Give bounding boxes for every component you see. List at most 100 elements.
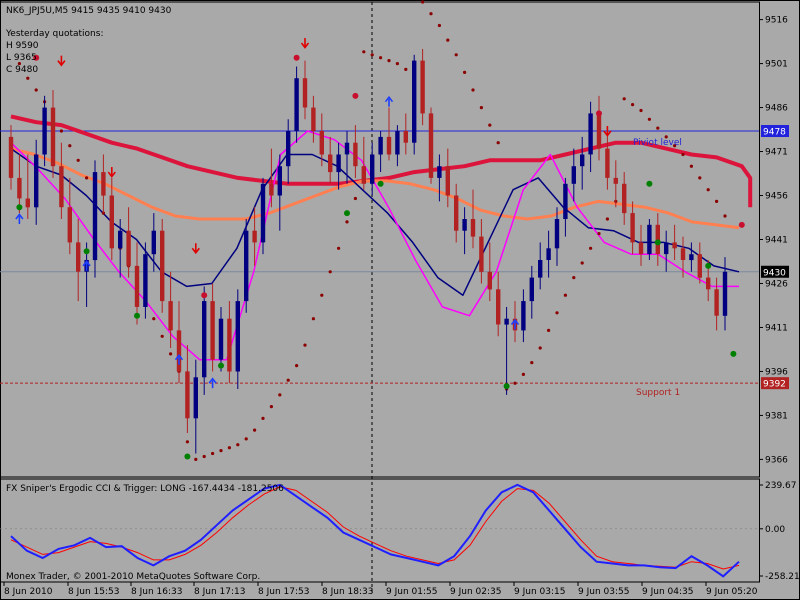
psar-dot — [34, 88, 38, 92]
x-tick-label: 9 Jun 03:15 — [514, 587, 565, 597]
candle-body — [235, 301, 240, 372]
psar-dot — [572, 276, 576, 280]
candle-body — [151, 230, 156, 255]
arrow-down-icon — [57, 55, 66, 67]
x-tick-label: 9 Jun 05:20 — [706, 587, 758, 597]
psar-dot — [194, 457, 198, 461]
candle-body — [311, 107, 316, 132]
candle-body — [697, 254, 702, 278]
x-tick-label: 9 Jun 04:35 — [642, 587, 693, 597]
candle-body — [92, 172, 98, 261]
candle-body — [571, 166, 576, 184]
candle-body — [8, 136, 14, 178]
signal-dot — [344, 210, 350, 217]
signal-dot — [738, 221, 745, 228]
candle-body — [445, 166, 450, 196]
y-tick-label: 9426 — [765, 279, 788, 289]
candle-body — [403, 131, 408, 143]
x-tick-label: 8 Jun 16:33 — [131, 587, 182, 597]
candle-body — [17, 177, 22, 199]
candle-body — [109, 195, 114, 249]
psar-dot — [555, 311, 559, 315]
candle-body — [361, 166, 366, 184]
psar-dot — [320, 293, 324, 297]
x-tick-label: 8 Jun 17:13 — [194, 587, 245, 597]
candle-body — [118, 230, 123, 249]
current-price-tag-label: 9430 — [763, 268, 786, 278]
psar-dot — [185, 440, 189, 444]
pivot-price-tag-label: 9478 — [763, 128, 786, 138]
y-tick-label: 9441 — [765, 236, 788, 246]
candle-body — [521, 301, 526, 331]
candle-body — [428, 113, 434, 178]
psar-dot — [269, 405, 273, 409]
psar-dot — [404, 67, 408, 71]
y-tick-label: 9366 — [765, 455, 788, 465]
psar-dot — [26, 76, 30, 80]
candle-body — [664, 242, 669, 255]
candle-body — [185, 371, 190, 419]
psar-dot — [723, 214, 727, 218]
candle-body — [554, 219, 560, 249]
psar-dot — [202, 454, 206, 459]
indicator-title: FX Sniper's Ergodic CCI & Trigger: LONG … — [6, 484, 284, 494]
psar-dot — [454, 53, 458, 57]
y-tick-label: 9471 — [765, 148, 788, 158]
candle-body — [454, 195, 459, 231]
arrow-down-icon — [107, 167, 116, 178]
candle-body — [67, 207, 72, 243]
psar-dot — [68, 144, 72, 148]
psar-dot — [563, 293, 568, 297]
psar-dot — [295, 364, 299, 368]
arrow-up-icon — [82, 260, 91, 271]
candle-body — [546, 248, 551, 260]
candle-body — [529, 277, 534, 302]
psar-dot — [673, 144, 677, 148]
candle-body — [34, 154, 39, 208]
psar-dot — [152, 317, 156, 321]
psar-dot — [160, 334, 164, 338]
y-tick-label: 9411 — [765, 323, 788, 333]
candle-body — [101, 172, 106, 196]
signal-dot — [730, 350, 737, 357]
psar-dot — [345, 220, 349, 224]
candle-body — [277, 166, 282, 196]
candle-body — [176, 330, 182, 372]
psar-dot — [647, 117, 652, 121]
candle-body — [252, 230, 257, 243]
candle-body — [504, 318, 509, 325]
copyright-label: Monex Trader, © 2001-2010 MetaQuotes Sof… — [6, 572, 260, 582]
psar-dot — [530, 361, 534, 365]
candle-body — [202, 301, 207, 378]
psar-dot — [236, 443, 240, 447]
cci-trigger-red-line — [10, 486, 740, 570]
psar-dot — [681, 152, 685, 157]
yesterday-high: H 9590 — [6, 41, 39, 51]
psar-dot — [311, 317, 315, 321]
psar-dot — [261, 416, 265, 420]
psar-dot — [353, 196, 357, 201]
candle-body — [319, 131, 324, 155]
psar-dot — [597, 232, 601, 236]
psar-dot — [169, 352, 173, 356]
psar-dot — [521, 372, 526, 376]
y-tick-label: 9501 — [765, 60, 788, 70]
candle-body — [496, 289, 501, 325]
candle-body — [470, 219, 476, 237]
candle-body — [479, 236, 484, 272]
support-price-tag-box — [761, 377, 789, 390]
indicator-tick-label: 239.67 — [765, 481, 797, 491]
arrow-down-icon — [300, 38, 310, 49]
support-price-tag-label: 9392 — [763, 380, 786, 390]
candle-body — [412, 60, 417, 143]
candle-body — [328, 154, 333, 173]
psar-dot — [370, 53, 374, 57]
psar-dot — [244, 437, 248, 441]
psar-dot — [715, 199, 719, 203]
psar-dot — [76, 158, 80, 162]
x-tick-label: 9 Jun 03:55 — [578, 587, 629, 597]
yesterday-low: L 9365 — [6, 53, 37, 63]
psar-dot — [589, 246, 593, 250]
